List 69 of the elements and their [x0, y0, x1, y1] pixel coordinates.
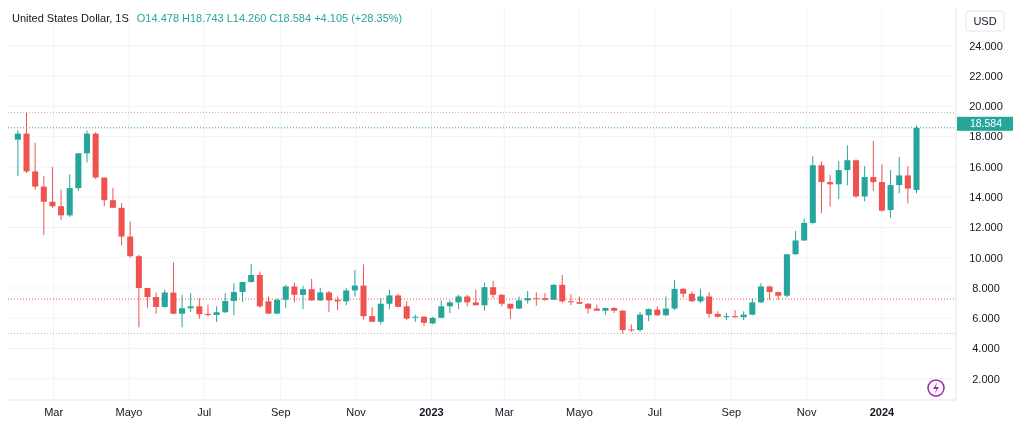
y-tick-label: 24.000 [969, 39, 1003, 52]
candlestick [861, 165, 868, 202]
x-tick-label: Sep [271, 406, 291, 418]
candlestick [386, 289, 393, 310]
candlestick [870, 140, 877, 192]
x-tick-label: Nov [346, 406, 367, 418]
x-tick-label: Mayo [566, 406, 593, 418]
candlestick [179, 294, 186, 328]
y-tick-label: 2.000 [972, 372, 1000, 385]
candlestick [40, 175, 47, 236]
candlestick [446, 299, 453, 314]
x-tick-label: Jul [647, 406, 662, 418]
candlestick [14, 130, 21, 177]
y-tick-label: 18.000 [969, 130, 1003, 143]
x-tick-label: Nov [796, 406, 817, 418]
x-tick-label: Mar [494, 406, 515, 418]
candlestick [481, 282, 488, 312]
candlestick [662, 295, 669, 317]
candlestick [904, 165, 911, 204]
candlestick [230, 282, 237, 316]
candlestick [818, 160, 825, 214]
x-tick-label: Jul [197, 406, 212, 418]
x-tick-label: Mar [44, 406, 64, 418]
candlestick [636, 311, 644, 333]
y-tick-label: 22.000 [969, 69, 1003, 82]
candlestick [32, 142, 39, 191]
y-tick-label: 20.000 [969, 100, 1003, 113]
y-tick-label: 16.000 [969, 160, 1003, 173]
candlestick [127, 220, 134, 259]
annotation: O14.478 H18.743 L14.260 C18.584 +4.105 (+28.35%) [136, 12, 403, 24]
candlestick [844, 144, 851, 186]
x-tick-label: Sep [721, 406, 742, 418]
x-tick-label: 2023 [419, 406, 444, 418]
candlestick [204, 304, 211, 318]
y-tick-label: 10.000 [969, 251, 1003, 264]
y-axis-title: USD [973, 14, 997, 27]
candlestick [628, 323, 635, 333]
candlestick [835, 160, 842, 200]
candlestick [58, 189, 65, 221]
candlestick [109, 187, 116, 209]
y-tick-label: 14.000 [969, 191, 1003, 204]
candlestick [490, 280, 497, 299]
y-tick-label: 4.000 [972, 342, 1000, 355]
candlestick [403, 300, 410, 321]
candlestick [83, 130, 91, 163]
x-tick-label: Mayo [115, 406, 143, 418]
candlestick [282, 284, 289, 309]
ref-line-label: 18.584 [969, 117, 1003, 130]
y-tick-label: 6.000 [972, 312, 1000, 325]
candlestick [619, 309, 626, 334]
candlestick [161, 289, 168, 309]
candlestick [369, 306, 376, 323]
candlestick [757, 282, 764, 304]
candlestick [299, 285, 307, 310]
candlestick [187, 292, 194, 313]
candlestick [101, 177, 108, 207]
candlestick [671, 279, 678, 311]
candlestick [896, 156, 903, 194]
candlestick [222, 292, 229, 314]
candlestick [248, 263, 255, 284]
candlestick [801, 217, 808, 242]
y-tick-label: 12.000 [969, 221, 1003, 234]
candlestick [611, 306, 618, 314]
candlestick [377, 297, 384, 325]
candlestick [732, 309, 739, 319]
candlestick [792, 230, 799, 256]
y-tick-label: 8.000 [972, 281, 1000, 294]
chart-title: United States Dollar, 1S [12, 12, 129, 24]
x-tick-label: 2024 [869, 406, 896, 418]
